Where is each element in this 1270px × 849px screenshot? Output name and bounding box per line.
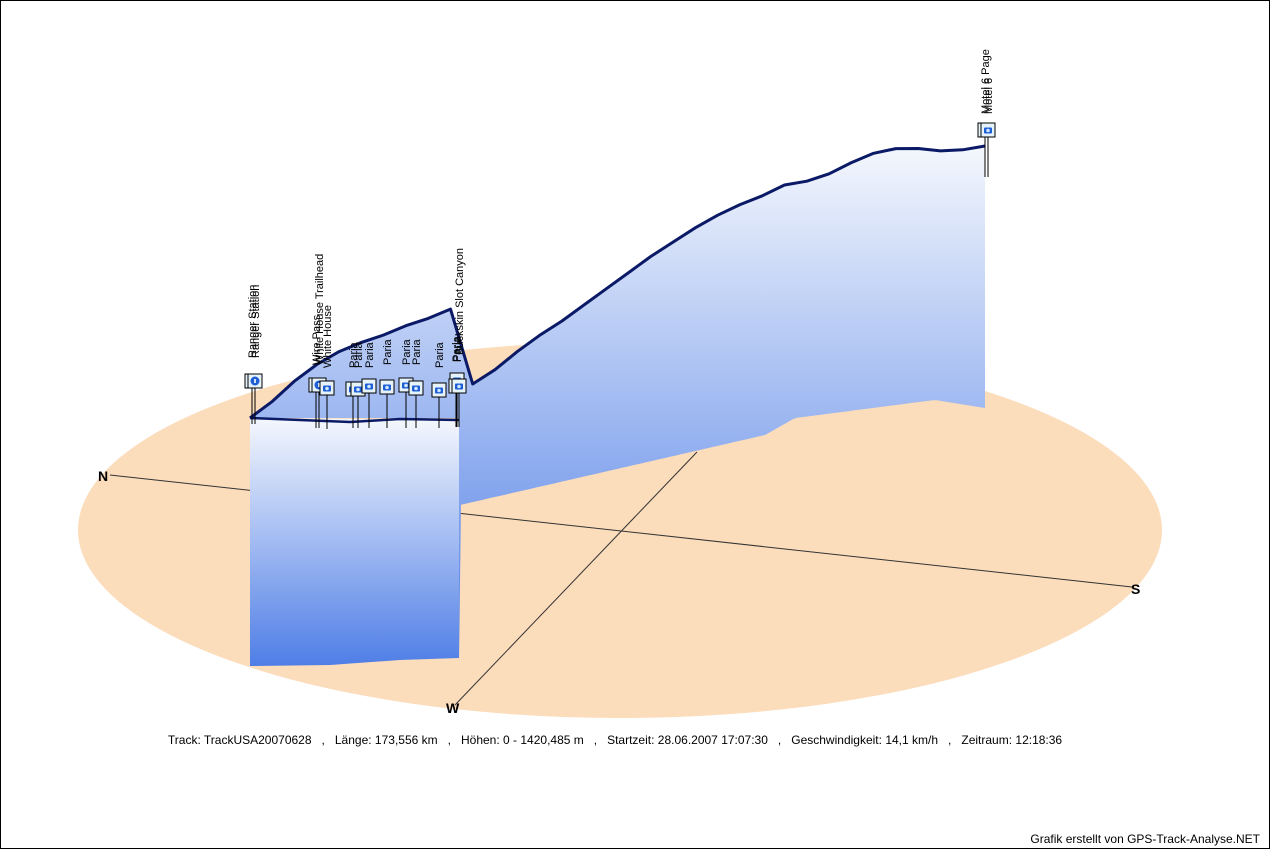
waypoint-label: White House Trailhead [314, 254, 326, 365]
waypoint-marker: Paria [361, 341, 377, 428]
elevation-area-front [250, 418, 459, 666]
waypoint-marker: Paria [379, 338, 395, 428]
footer-credit: Grafik erstellt von GPS-Track-Analyse.NE… [1030, 832, 1260, 846]
duration-label: Zeitraum: [961, 733, 1013, 747]
waypoint-label: Ranger Station [247, 285, 259, 358]
waypoint-label: Motel 6 [983, 78, 995, 114]
waypoint-marker: Paria [431, 341, 447, 428]
waypoint-label: Paria [401, 338, 413, 365]
waypoint-marker: Buckskin Slot Canyon [451, 248, 467, 427]
waypoint-label: Paria [382, 338, 394, 365]
height-value: 0 - 1420,485 m [503, 733, 584, 747]
speed-label: Geschwindigkeit: [791, 733, 882, 747]
compass-south-label: S [1131, 581, 1140, 597]
waypoint-marker: Motel 6 [980, 78, 996, 177]
track-label: Track: [167, 733, 201, 747]
length-label: Länge: [334, 733, 372, 747]
track-line [249, 144, 986, 420]
waypoint-marker: Paria [408, 338, 424, 428]
track-value: TrackUSA20070628 [203, 733, 312, 747]
waypoint-marker: Ranger Station [247, 285, 263, 424]
track-info-line: Track: TrackUSA20070628 , Länge: 173,556… [167, 733, 1063, 747]
waypoint-marker: White House [319, 305, 335, 429]
waypoint-marker: White House Trailhead [311, 254, 327, 428]
waypoint-label: Paria [348, 341, 360, 368]
compass-west-label: W [446, 700, 460, 716]
height-label: Höhen: [460, 733, 500, 747]
compass-north-label: N [98, 468, 108, 484]
waypoint-label: Paria [452, 335, 464, 362]
speed-value: 14,1 km/h [885, 733, 939, 747]
waypoint-label: Wire Pass [311, 314, 323, 365]
waypoint-label: Buckskin Slot Canyon [454, 248, 466, 355]
duration-value: 12:18:36 [1015, 733, 1063, 747]
waypoint-label: Paria [434, 341, 446, 368]
start-value: 28.06.2007 17:07:30 [657, 733, 768, 747]
waypoint-label: White House [322, 305, 334, 368]
waypoint-label: Motel 6 Page [980, 49, 992, 114]
east-west-axis [454, 451, 698, 706]
start-label: Startzeit: [607, 733, 655, 747]
waypoint-label: Ranger Station [250, 285, 262, 358]
waypoint-label: Paria [353, 341, 365, 368]
elevation-area-back [250, 146, 985, 661]
waypoint-label: Paria [364, 341, 376, 368]
waypoint-label: Paria [411, 338, 423, 365]
track-line-front [249, 416, 460, 424]
length-value: 173,556 km [374, 733, 438, 747]
waypoint-label: Paria [451, 335, 463, 362]
